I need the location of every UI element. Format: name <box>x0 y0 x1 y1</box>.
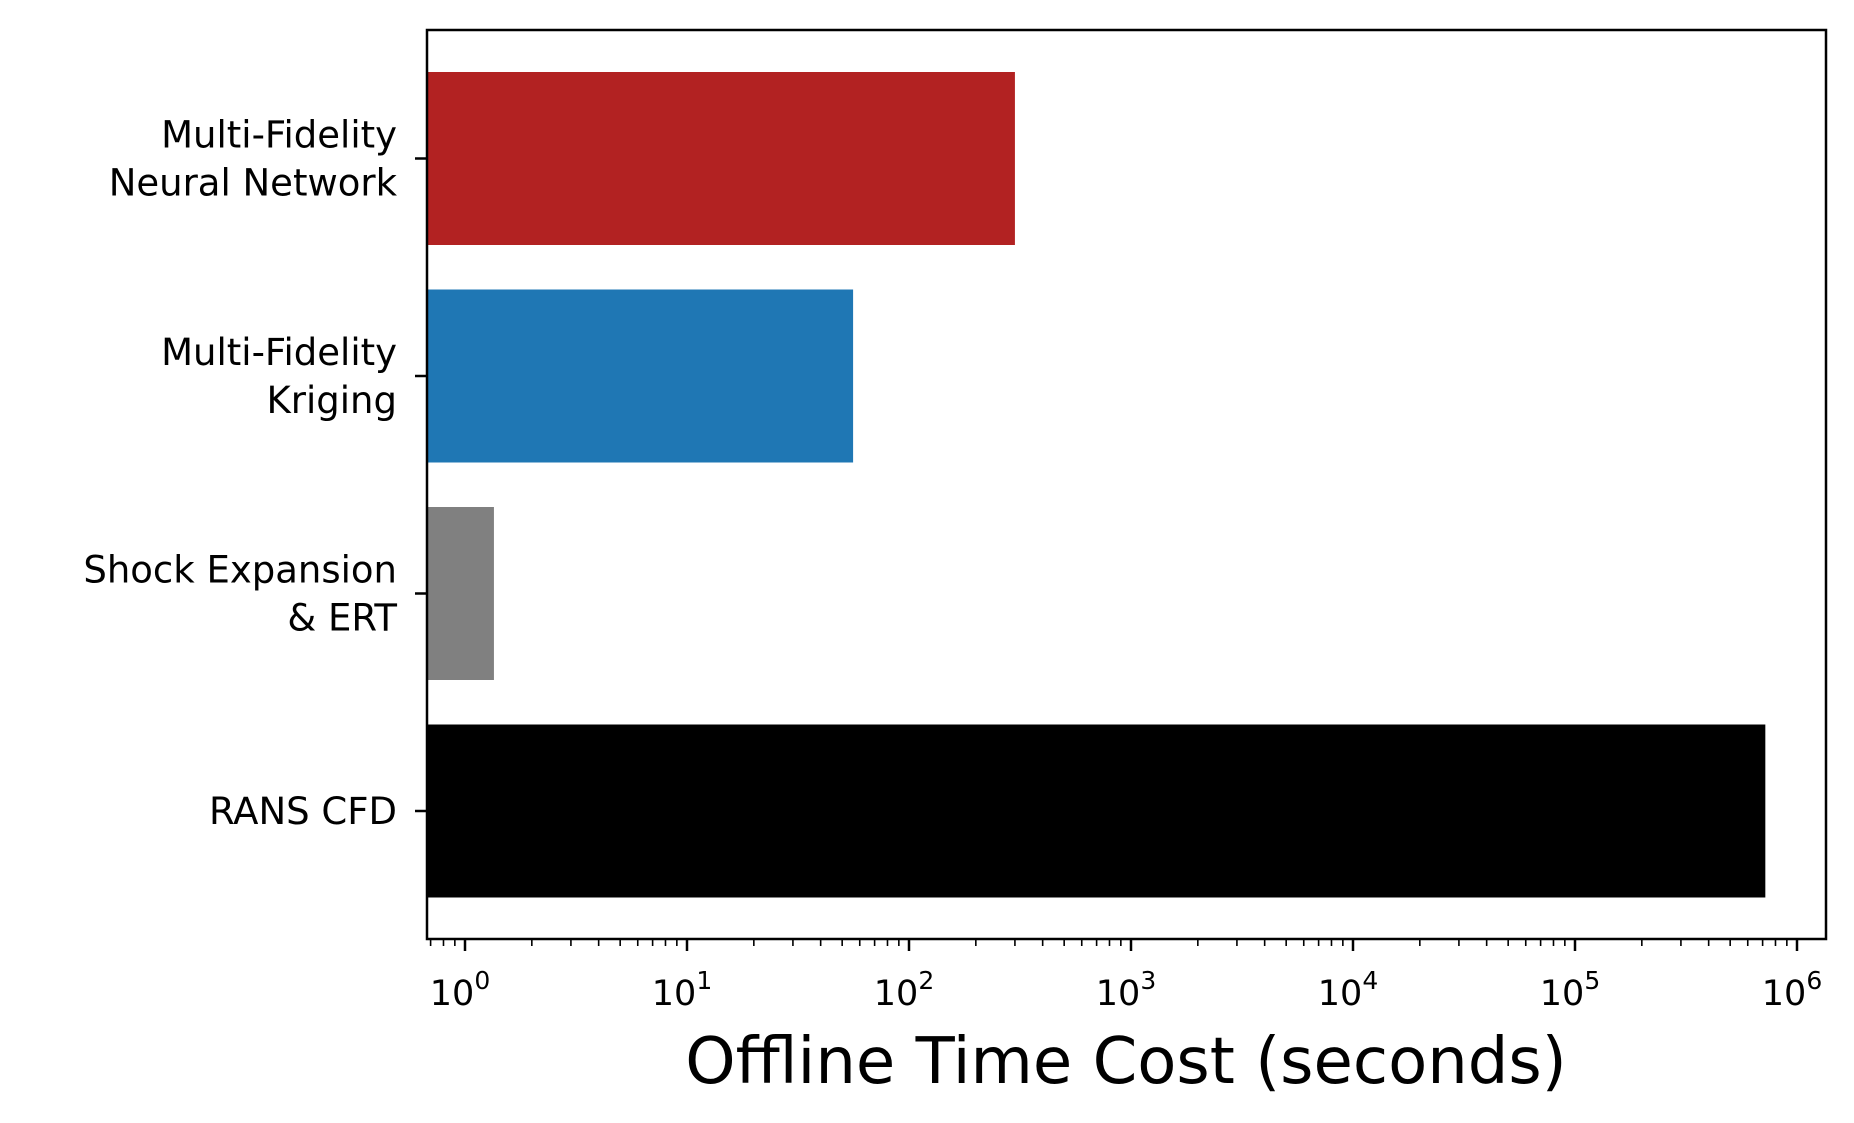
category-label-0-line-1: Neural Network <box>109 162 398 205</box>
category-label-0-line-0: Multi-Fidelity <box>161 114 397 157</box>
x-tick-label-0: 100 <box>430 966 490 1014</box>
bar-1 <box>427 289 854 463</box>
x-tick-label-1: 101 <box>652 966 712 1014</box>
x-tick-label-6: 106 <box>1762 966 1822 1014</box>
y-axis-category-labels: Multi-Fidelity Neural Network Multi-Fideli… <box>83 114 397 834</box>
category-label-2-line-1: & ERT <box>287 597 397 640</box>
x-tick-label-3: 103 <box>1096 966 1156 1014</box>
bar-0 <box>427 72 1015 245</box>
bar-3 <box>427 724 1766 898</box>
bars-layer <box>427 72 1766 898</box>
category-label-1-line-1: Kriging <box>267 379 397 422</box>
x-axis-ticks: 100 101 102 103 104 105 106 <box>415 157 1822 1014</box>
category-label-1-line-0: Multi-Fidelity <box>161 331 397 374</box>
plot-frame <box>425 28 1828 941</box>
x-tick-label-4: 104 <box>1318 966 1378 1014</box>
category-label-2-line-0: Shock Expansion <box>83 549 397 592</box>
x-axis-title: Offline Time Cost (seconds) <box>685 1025 1566 1099</box>
x-tick-label-5: 105 <box>1540 966 1600 1014</box>
x-tick-label-2: 102 <box>874 966 934 1014</box>
bar-2 <box>427 507 494 680</box>
category-label-3-line-0: RANS CFD <box>209 790 397 833</box>
